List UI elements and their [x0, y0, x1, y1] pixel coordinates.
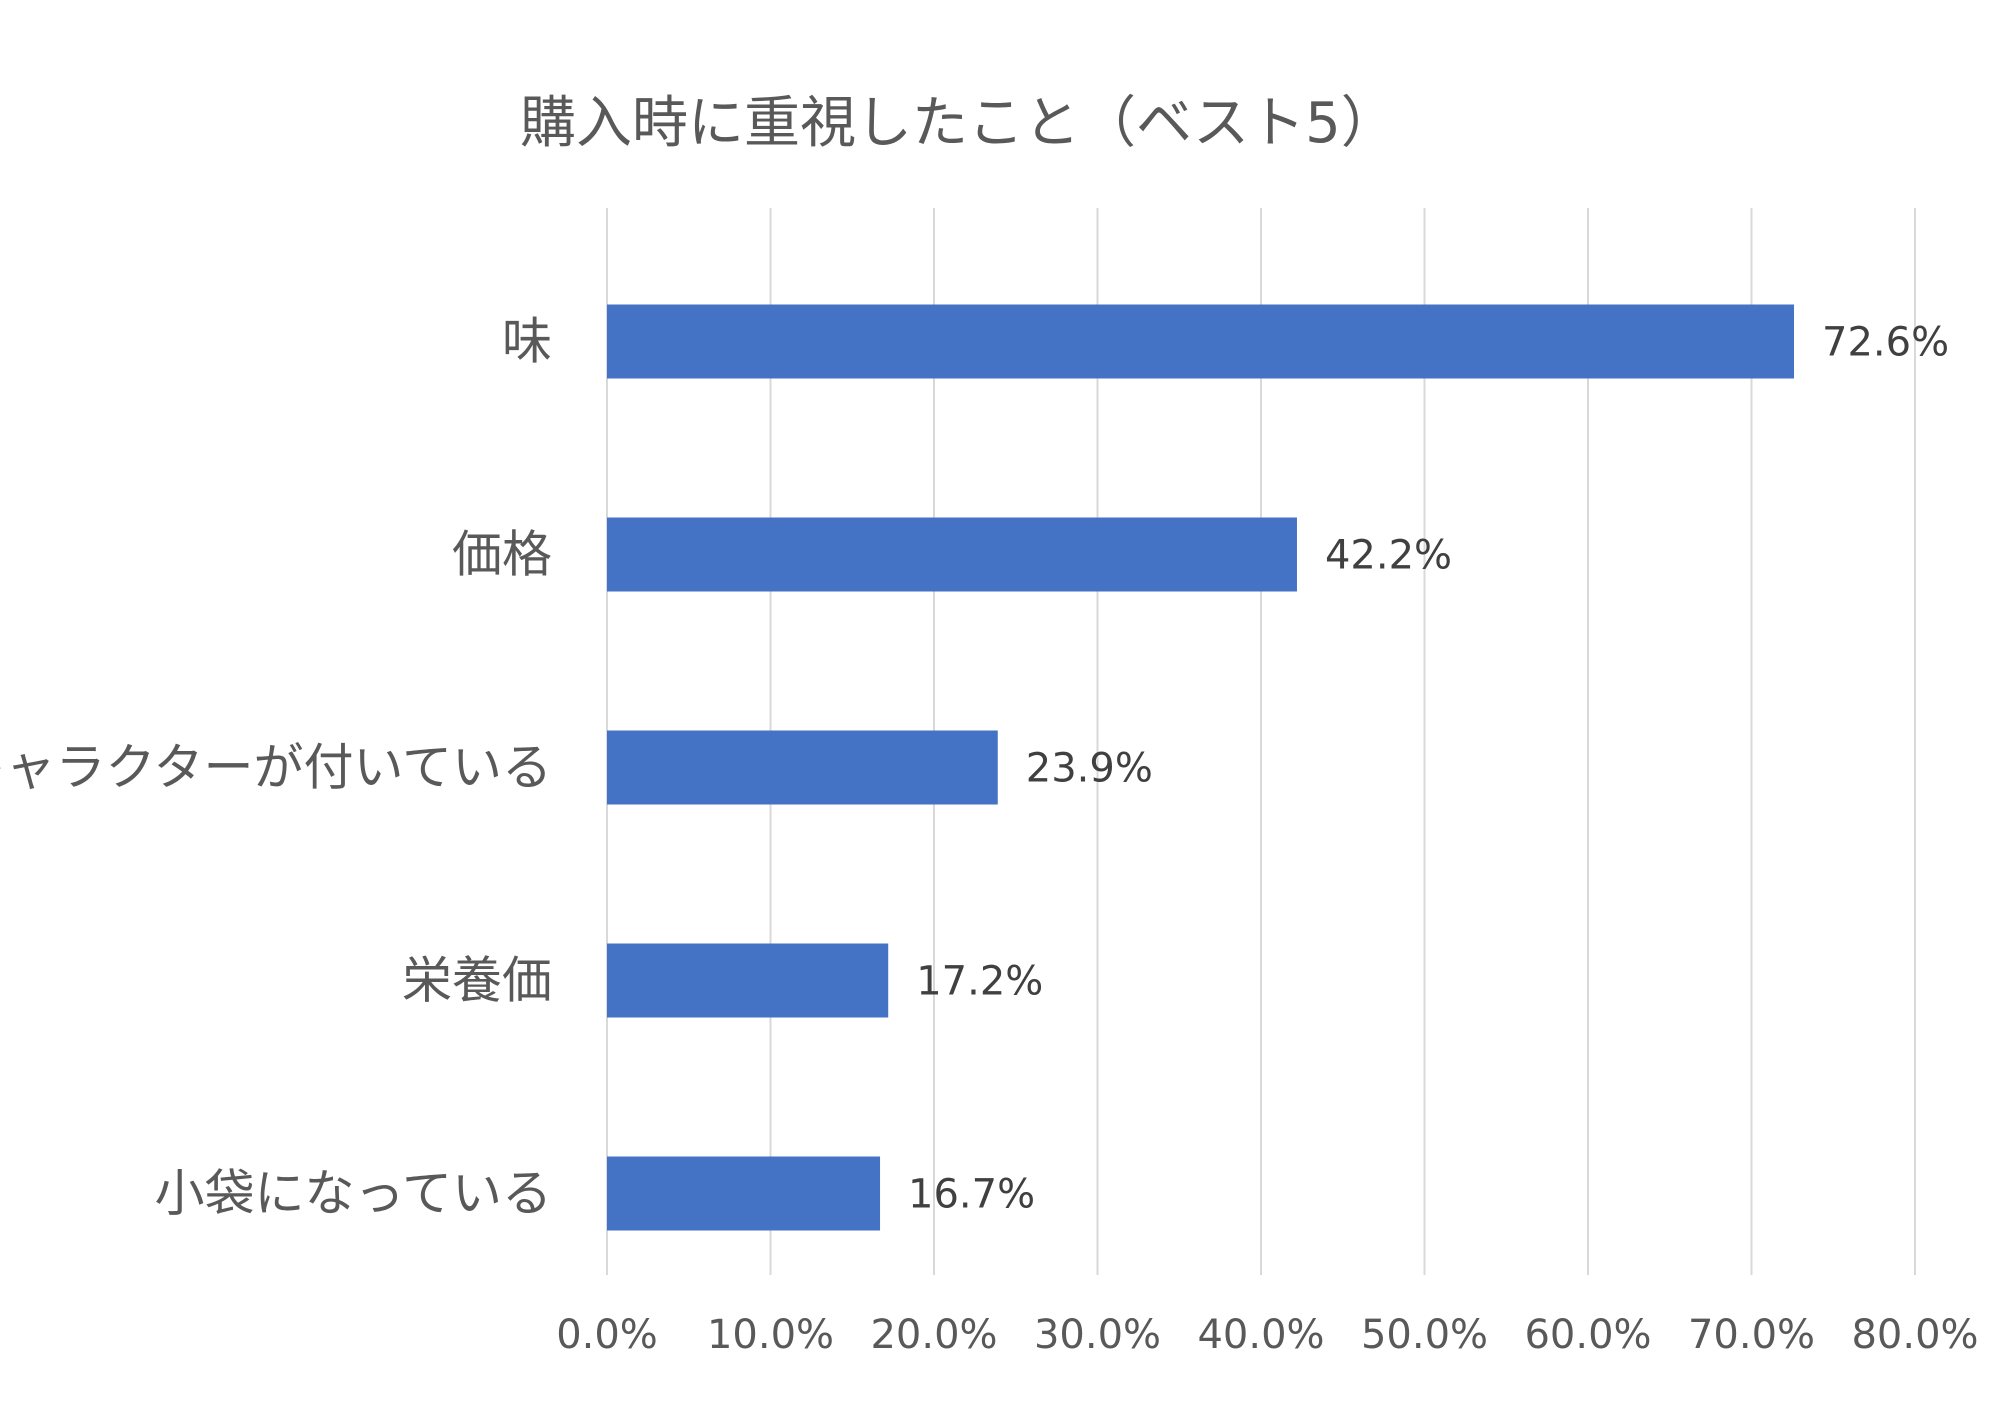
gridlines	[606, 208, 1916, 1275]
category-label: 小袋になっている	[155, 1165, 553, 1223]
data-label: 16.7%	[908, 1172, 1035, 1218]
data-label: 17.2%	[916, 959, 1043, 1005]
data-label: 42.2%	[1325, 533, 1452, 579]
category-label: 価格	[452, 526, 552, 584]
x-tick-label: 30.0%	[1034, 1312, 1161, 1358]
bar	[607, 304, 1795, 379]
x-tick-label: 80.0%	[1851, 1312, 1978, 1358]
bar	[607, 1156, 881, 1231]
x-tick-label: 20.0%	[870, 1312, 997, 1358]
chart-title: 購入時に重視したこと（ベスト5）	[520, 91, 1397, 156]
bars	[607, 304, 1795, 1231]
data-label: 72.6%	[1822, 320, 1949, 366]
x-tick-label: 10.0%	[707, 1312, 834, 1358]
bar	[607, 943, 889, 1018]
category-label: キャラクターが付いている	[0, 739, 552, 797]
data-labels: 72.6% 42.2% 23.9% 17.2% 16.7%	[908, 320, 1949, 1218]
bar	[607, 730, 998, 805]
x-tick-label: 0.0%	[556, 1312, 658, 1358]
bar	[607, 517, 1297, 592]
data-label: 23.9%	[1026, 746, 1153, 792]
x-tick-label: 40.0%	[1197, 1312, 1324, 1358]
x-tick-label: 50.0%	[1361, 1312, 1488, 1358]
category-label: 栄養価	[402, 952, 552, 1010]
x-tick-label: 70.0%	[1688, 1312, 1815, 1358]
x-tick-label: 60.0%	[1524, 1312, 1651, 1358]
x-axis-tick-labels: 0.0% 10.0% 20.0% 30.0% 40.0% 50.0% 60.0% 70.0% 8…	[556, 1312, 1978, 1358]
category-label: 味	[502, 313, 552, 371]
